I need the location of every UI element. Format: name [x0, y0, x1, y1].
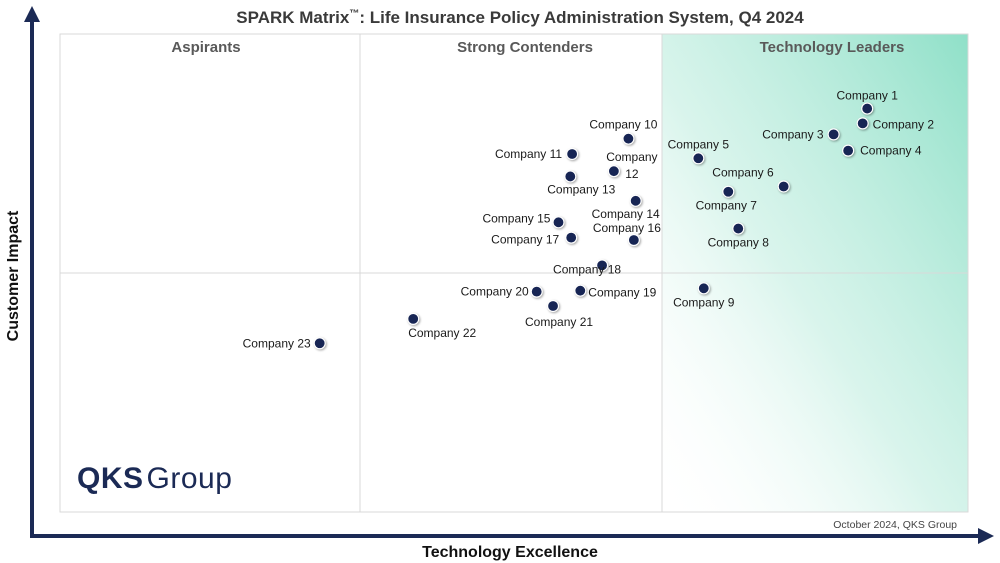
- x-axis-title: Technology Excellence: [422, 544, 598, 561]
- data-point-label: Company 4: [860, 144, 922, 158]
- data-point-label: Company 7: [696, 199, 758, 213]
- data-point[interactable]: [861, 102, 874, 115]
- data-point-label: Company 21: [525, 315, 593, 329]
- data-point-label: Company 16: [593, 221, 661, 235]
- data-point[interactable]: [530, 285, 543, 298]
- data-point[interactable]: [546, 299, 560, 313]
- logo-text-bold: QKS: [77, 462, 144, 495]
- data-point-label: Company 20: [461, 285, 529, 299]
- data-point-label: Company 5: [668, 137, 730, 151]
- data-point[interactable]: [622, 132, 635, 145]
- data-point-label: Company 13: [547, 182, 615, 196]
- data-point[interactable]: [777, 180, 790, 193]
- qks-group-logo: QKS Group: [77, 462, 232, 496]
- data-point-label: Company 3: [762, 127, 824, 141]
- title-main: SPARK Matrix: [236, 8, 350, 27]
- data-point[interactable]: [627, 233, 640, 247]
- y-axis-title: Customer Impact: [5, 210, 22, 341]
- data-point-label: Company 23: [243, 336, 311, 350]
- data-point-labels: Company 1 Company 2 Company 3 Company 4 Comp…: [243, 89, 935, 351]
- data-point-label: Company 17: [491, 233, 559, 247]
- data-point[interactable]: [722, 185, 735, 198]
- title-trademark: ™: [349, 8, 360, 20]
- data-point[interactable]: [407, 312, 420, 325]
- data-point-label: Company 6: [712, 165, 774, 179]
- data-point[interactable]: [697, 282, 710, 295]
- data-point-label: Company 8: [708, 236, 770, 250]
- data-point[interactable]: [607, 165, 620, 178]
- data-point[interactable]: [629, 194, 642, 207]
- chart-title: SPARK Matrix™: Life Insurance Policy Adm…: [0, 8, 1000, 28]
- data-point[interactable]: [732, 222, 745, 235]
- data-point-label: Company 11: [495, 147, 562, 161]
- data-point[interactable]: [856, 117, 869, 130]
- data-points: [313, 102, 874, 350]
- data-point[interactable]: [692, 152, 705, 165]
- data-point[interactable]: [552, 216, 565, 229]
- data-point-label: Company 12: [606, 150, 657, 181]
- data-point-label: Company 1: [837, 89, 899, 103]
- data-point[interactable]: [313, 337, 326, 350]
- data-point[interactable]: [564, 170, 577, 183]
- quadrant-label-technology-leaders: Technology Leaders: [760, 39, 905, 56]
- data-point[interactable]: [595, 259, 609, 272]
- data-point[interactable]: [566, 147, 579, 161]
- quadrant-label-strong-contenders: Strong Contenders: [457, 39, 593, 56]
- data-point[interactable]: [827, 128, 840, 141]
- logo-text-light: Group: [146, 462, 233, 495]
- title-rest: : Life Insurance Policy Administration S…: [359, 8, 804, 27]
- data-point-label: Company 15: [482, 211, 550, 225]
- data-point-label: Company 22: [408, 326, 476, 340]
- data-point-label: Company 14: [592, 207, 660, 221]
- data-point-label: Company 10: [589, 118, 657, 132]
- data-point[interactable]: [842, 144, 855, 157]
- grid-lines: [59, 33, 969, 513]
- data-point-label: Company 18: [553, 262, 621, 276]
- data-point[interactable]: [574, 284, 587, 297]
- chart-footnote: October 2024, QKS Group: [833, 519, 957, 531]
- data-point-label: Company 9: [673, 295, 735, 309]
- data-point-label: Company 19: [588, 286, 656, 300]
- data-point[interactable]: [565, 231, 578, 244]
- quadrant-label-aspirants: Aspirants: [171, 39, 240, 56]
- data-point-label: Company 2: [873, 117, 935, 131]
